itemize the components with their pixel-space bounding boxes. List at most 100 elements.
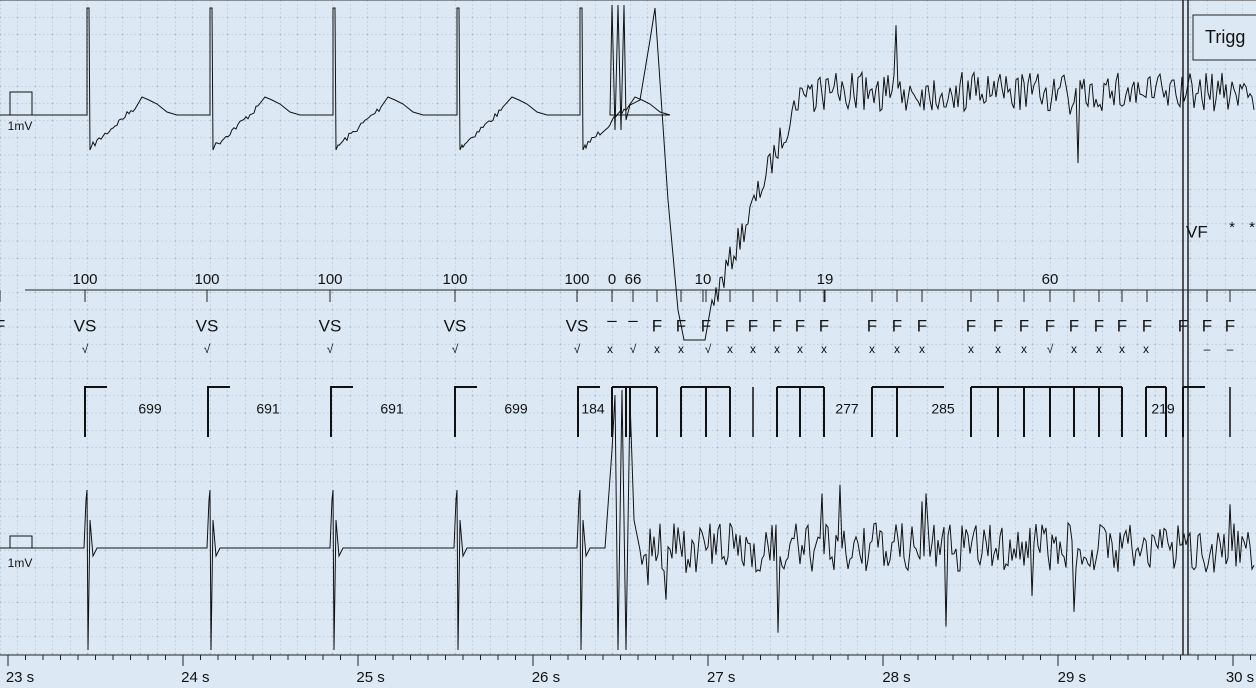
sub-marker: x (1119, 342, 1125, 356)
interval-label: 184 (581, 401, 605, 417)
marker-label: F (1202, 316, 1212, 335)
sub-marker: √ (327, 342, 334, 356)
rate-label: 100 (564, 271, 589, 288)
time-label: 26 s (532, 669, 560, 686)
trigger-box (1192, 14, 1256, 61)
marker-label: F (0, 316, 5, 335)
interval-label: 699 (138, 401, 162, 417)
interval-label: 699 (504, 401, 528, 417)
sub-marker: x (678, 342, 684, 356)
ecg-trace (0, 4, 1255, 341)
sub-marker: – (1204, 342, 1211, 356)
episode-label: VF (1186, 222, 1208, 241)
time-label: 23 s (6, 669, 34, 686)
rate-label: 100 (72, 271, 97, 288)
marker-bracket (577, 386, 600, 437)
sub-marker: – (1227, 342, 1234, 356)
scale-label: 1mV (8, 556, 33, 570)
scale-label: 1mV (8, 119, 33, 133)
ecg-trace (0, 389, 1255, 651)
sub-marker: x (1071, 342, 1077, 356)
marker-label: F (1069, 316, 1079, 335)
sub-marker: x (774, 342, 780, 356)
marker-label: F (1142, 316, 1152, 335)
rate-label: 19 (817, 271, 834, 288)
calibration-pulse (9, 91, 33, 115)
sub-marker: x (797, 342, 803, 356)
marker-label: F (676, 316, 686, 335)
trigger-label: Trigg (1205, 27, 1245, 47)
rate-label: 100 (442, 271, 467, 288)
marker-label: VS (74, 316, 97, 335)
marker-label: F (652, 316, 662, 335)
rate-label: 100 (317, 271, 342, 288)
rate-label: 100 (194, 271, 219, 288)
marker-label: VS (196, 316, 219, 335)
sub-marker: x (1021, 342, 1027, 356)
sub-marker: x (995, 342, 1001, 356)
marker-label: F (1178, 316, 1188, 335)
sub-marker: x (869, 342, 875, 356)
sub-marker: x (968, 342, 974, 356)
marker-label: F (795, 316, 805, 335)
marker-label: F (1045, 316, 1055, 335)
interval-label: 691 (380, 401, 404, 417)
marker-label: F (966, 316, 976, 335)
time-label: 25 s (356, 669, 384, 686)
marker-label: F (892, 316, 902, 335)
rate-label: 66 (625, 271, 642, 288)
sub-marker: x (1143, 342, 1149, 356)
marker-label: – (607, 310, 617, 329)
marker-label: VS (566, 316, 589, 335)
sub-marker: x (894, 342, 900, 356)
sub-marker: √ (1047, 342, 1054, 356)
time-label: 27 s (707, 669, 735, 686)
marker-label: F (917, 316, 927, 335)
marker-label: – (628, 310, 638, 329)
marker-bracket (207, 386, 230, 437)
episode-mark: * (1249, 219, 1255, 236)
interval-label: 277 (835, 401, 859, 417)
sub-marker: x (607, 342, 613, 356)
marker-label: F (1117, 316, 1127, 335)
sub-marker: √ (574, 342, 581, 356)
marker-label: VS (319, 316, 342, 335)
sub-marker: √ (204, 342, 211, 356)
sub-marker: x (821, 342, 827, 356)
rate-label: 60 (1042, 271, 1059, 288)
axis-band (0, 656, 1256, 688)
time-label: 28 s (882, 669, 910, 686)
interval-label: 219 (1151, 401, 1175, 417)
sub-marker: x (1096, 342, 1102, 356)
calibration-pulse (9, 535, 33, 548)
marker-label: F (819, 316, 829, 335)
sub-marker: √ (452, 342, 459, 356)
marker-label: F (701, 316, 711, 335)
marker-label: F (1094, 316, 1104, 335)
marker-label: F (1019, 316, 1029, 335)
rate-label: 0 (608, 271, 616, 288)
marker-label: F (748, 316, 758, 335)
marker-bracket (330, 386, 353, 437)
marker-bracket (84, 386, 107, 437)
time-label: 24 s (181, 669, 209, 686)
sub-marker: x (654, 342, 660, 356)
interval-label: 285 (931, 401, 955, 417)
sub-marker: x (727, 342, 733, 356)
rate-label: 10 (695, 271, 712, 288)
sub-marker: √ (630, 342, 637, 356)
episode-mark: * (1229, 219, 1235, 236)
time-label: 30 s (1226, 669, 1254, 686)
marker-label: F (772, 316, 782, 335)
sub-marker: x (750, 342, 756, 356)
marker-label: F (725, 316, 735, 335)
marker-label: F (867, 316, 877, 335)
marker-bracket (454, 386, 477, 437)
sub-marker: x (919, 342, 925, 356)
marker-label: F (993, 316, 1003, 335)
marker-label: VS (444, 316, 467, 335)
sub-marker: √ (82, 342, 89, 356)
sub-marker: √ (705, 342, 712, 356)
